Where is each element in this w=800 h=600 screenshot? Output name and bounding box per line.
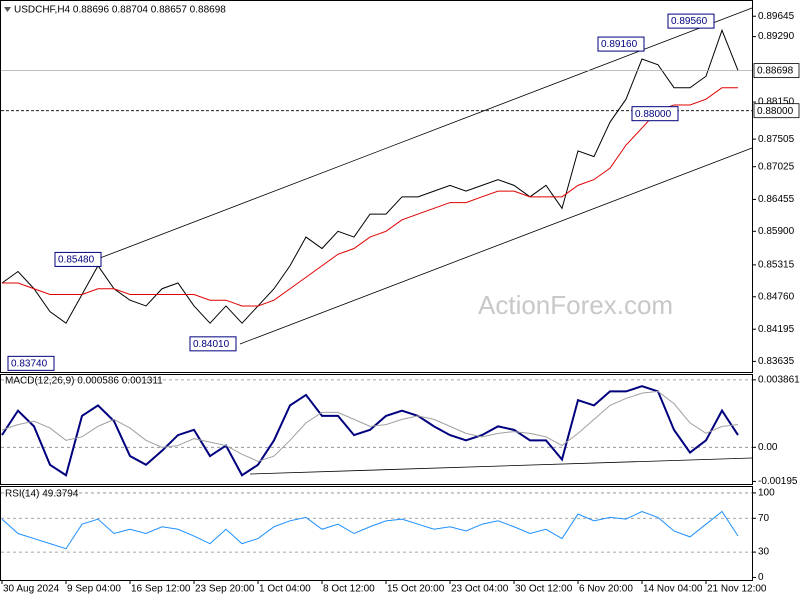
x-tick-label: 6 Nov 20:00 — [579, 584, 633, 595]
x-tick-label: 9 Sep 04:00 — [67, 584, 121, 595]
series-line — [1, 510, 739, 550]
chart-title: USDCHF,H4 0.88696 0.88704 0.88657 0.8869… — [14, 5, 226, 16]
y-tick-label: -0.00195 — [758, 476, 798, 487]
rsi-title: RSI(14) 49.3794 — [5, 489, 79, 500]
x-tick-label: 30 Oct 12:00 — [515, 584, 573, 595]
y-tick-label: 0.85315 — [758, 260, 795, 271]
annotation-label: 0.85480 — [58, 255, 95, 266]
x-tick-label: 16 Sep 12:00 — [131, 584, 191, 595]
price-line-box — [753, 63, 800, 79]
annotation-label: 0.88000 — [635, 109, 672, 120]
series-line — [1, 385, 739, 477]
symbol-icon — [4, 7, 11, 12]
price-line-label: 0.88698 — [757, 66, 794, 77]
annotation-box — [667, 13, 715, 29]
annotation-box — [54, 251, 102, 267]
annotation-box — [189, 336, 237, 352]
x-tick-label: 30 Aug 2024 — [3, 584, 60, 595]
y-tick-label: 0.89290 — [758, 31, 795, 42]
price-panel — [0, 0, 753, 373]
watermark: ActionForex.com — [478, 290, 673, 320]
series-line — [1, 390, 739, 462]
x-tick-label: 1 Oct 04:00 — [259, 584, 311, 595]
x-tick-label: 8 Oct 12:00 — [323, 584, 375, 595]
x-tick-label: 23 Oct 04:00 — [451, 584, 509, 595]
y-tick-label: 0.83635 — [758, 356, 795, 367]
series-line — [2, 87, 738, 307]
y-tick-label: 100 — [758, 488, 775, 499]
annotation-box — [7, 355, 55, 371]
price-line-box — [753, 103, 800, 119]
x-tick-label: 23 Sep 20:00 — [195, 584, 255, 595]
y-tick-label: 0 — [758, 572, 764, 583]
y-tick-label: 0.87505 — [758, 134, 795, 145]
annotation-label: 0.84010 — [193, 339, 230, 350]
annotation-label: 0.89160 — [601, 39, 638, 50]
annotation-box — [597, 36, 645, 52]
channel-lower — [239, 147, 753, 345]
y-tick-label: 0.87025 — [758, 161, 795, 172]
annotation-label: 0.89560 — [671, 16, 708, 27]
annotation-label: 0.83740 — [11, 358, 48, 369]
price-line-label: 0.88000 — [757, 106, 794, 117]
y-tick-label: 0.89645 — [758, 11, 795, 22]
y-tick-label: 0.88150 — [758, 97, 795, 108]
x-tick-label: 14 Nov 04:00 — [643, 584, 703, 595]
y-tick-label: 0.84760 — [758, 291, 795, 302]
series-line — [1, 28, 739, 324]
rsi-panel — [0, 486, 753, 581]
y-tick-label: 70 — [758, 513, 770, 524]
annotation-box — [631, 106, 679, 122]
x-tick-label: 15 Oct 20:00 — [387, 584, 445, 595]
macd-title: MACD(12,26,9) 0.000586 0.001311 — [5, 376, 163, 387]
macd-panel — [0, 374, 753, 485]
y-tick-label: 0.00 — [758, 442, 778, 453]
y-tick-label: 0.86455 — [758, 194, 795, 205]
macd-trendline — [249, 457, 753, 475]
y-tick-label: 0.85900 — [758, 226, 795, 237]
y-tick-label: 30 — [758, 547, 770, 558]
x-tick-label: 21 Nov 12:00 — [707, 584, 767, 595]
y-tick-label: 0.84195 — [758, 324, 795, 335]
y-tick-label: 0.003861 — [758, 375, 800, 386]
